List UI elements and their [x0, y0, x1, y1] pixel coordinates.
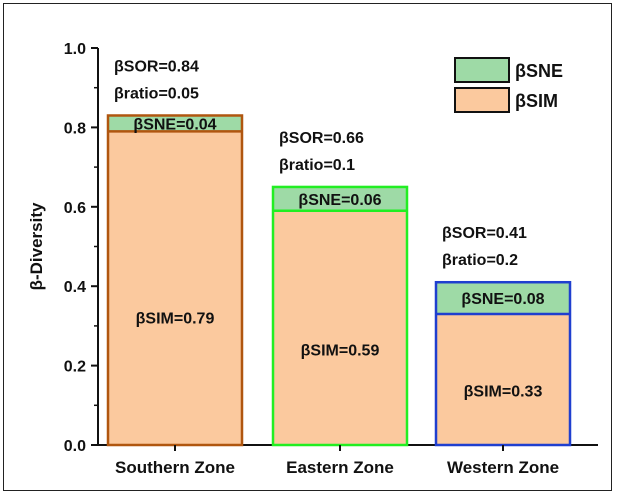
data-label-bsim: βSIM=0.33 [464, 384, 543, 401]
annotation-bsor: βSOR=0.41 [442, 225, 527, 242]
x-tick-label: Western Zone [447, 458, 559, 477]
y-tick-label: 0.2 [64, 359, 86, 376]
legend-label-bsne: βSNE [515, 61, 563, 81]
annotation-bratio: βratio=0.05 [114, 85, 199, 102]
y-tick-label: 0.4 [64, 279, 86, 296]
bar-bsim [273, 210, 407, 445]
y-tick-label: 0.8 [64, 120, 86, 137]
data-label-bsim: βSIM=0.79 [136, 311, 215, 328]
data-label-bsne: βSNE=0.04 [133, 116, 216, 133]
data-label-bsim: βSIM=0.59 [301, 342, 380, 359]
legend-swatch-bsim [454, 87, 510, 113]
legend-swatch-bsne [454, 57, 510, 83]
bar-bsne [273, 186, 407, 211]
y-axis-label: β-Diversity [27, 202, 46, 290]
bar-bsim [108, 131, 242, 445]
data-label-bsne: βSNE=0.08 [461, 291, 544, 308]
x-tick-label: Eastern Zone [286, 458, 394, 477]
bar-bsne [436, 282, 570, 314]
annotation-bsor: βSOR=0.66 [279, 130, 364, 147]
y-tick-label: 0.6 [64, 200, 86, 217]
annotation-bratio: βratio=0.2 [442, 252, 518, 269]
x-tick-label: Southern Zone [115, 458, 235, 477]
y-tick-label: 0.0 [64, 438, 86, 455]
y-tick-label: 1.0 [64, 41, 86, 58]
bar-bsim [436, 313, 570, 445]
legend-label-bsim: βSIM [515, 91, 558, 111]
annotation-bratio: βratio=0.1 [279, 157, 355, 174]
bar-bsne [108, 115, 242, 132]
data-label-bsne: βSNE=0.06 [298, 192, 381, 209]
annotation-bsor: βSOR=0.84 [114, 58, 199, 75]
